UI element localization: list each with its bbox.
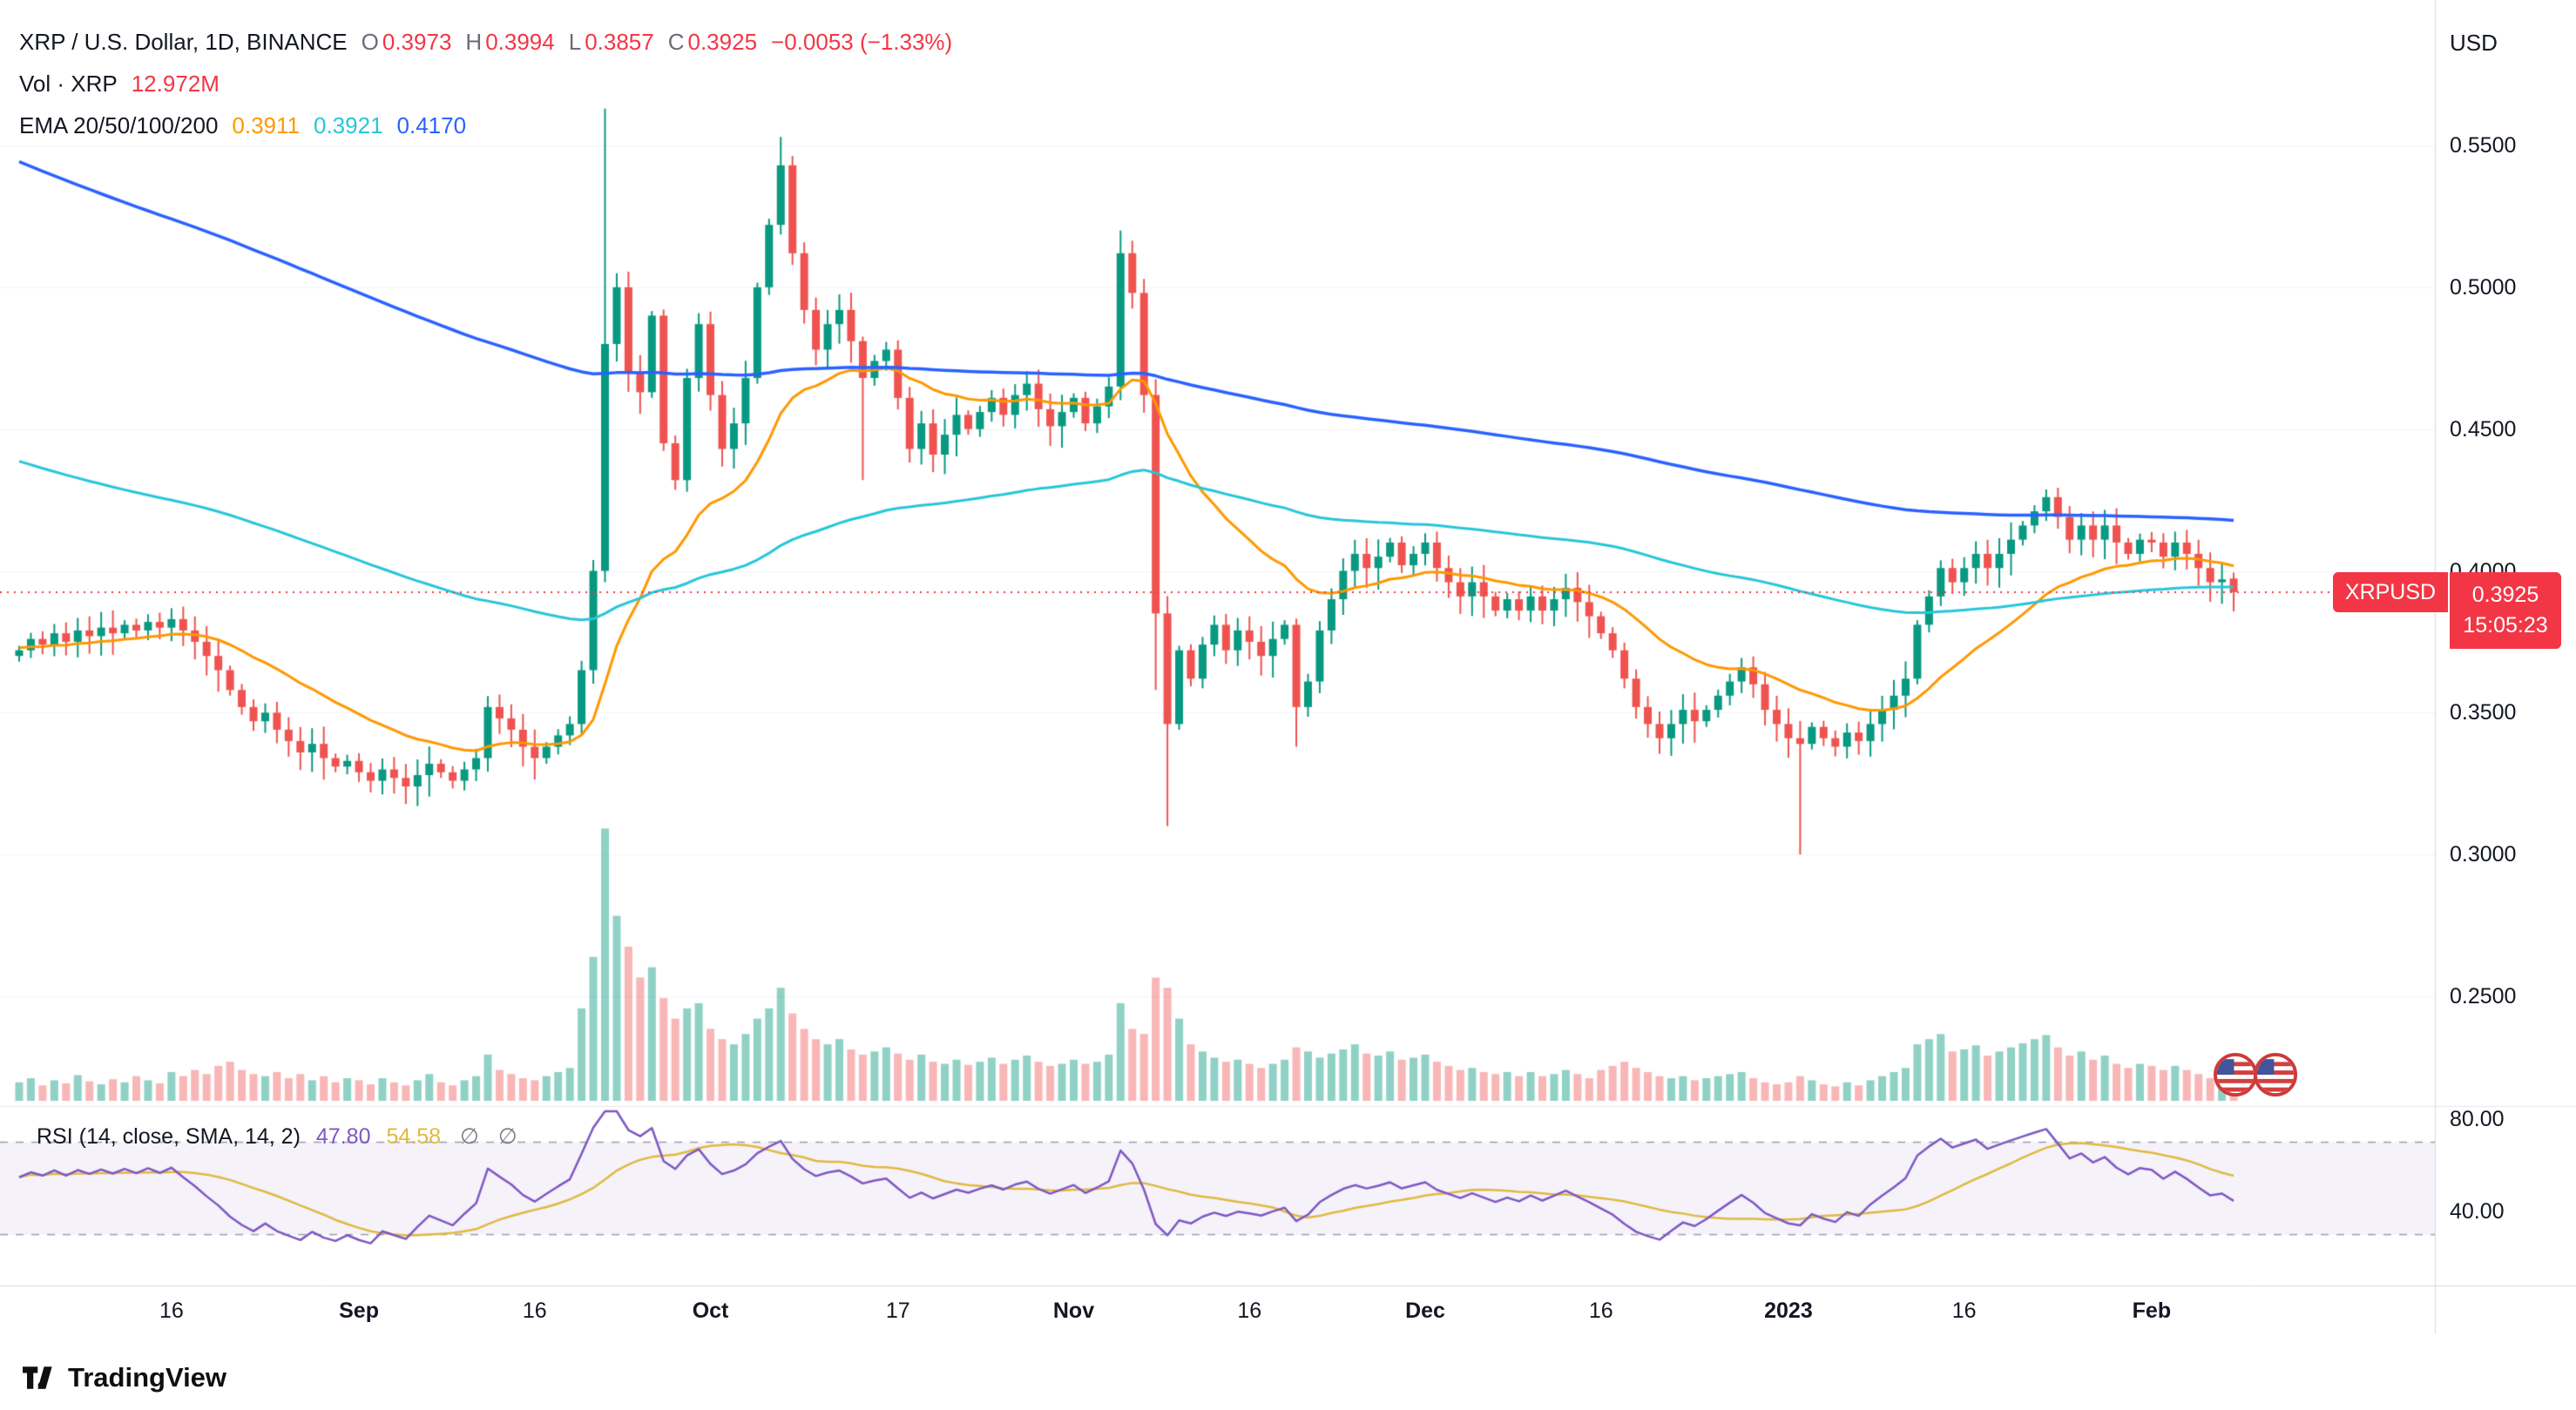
empty-set-icon: ∅ <box>497 1124 517 1149</box>
open-value: 0.3973 <box>382 28 452 55</box>
ema-label: EMA 20/50/100/200 <box>19 111 219 138</box>
time-axis-tick: 2023 <box>1764 1299 1813 1323</box>
rsi-title: RSI (14, close, SMA, 14, 2) <box>37 1123 301 1149</box>
high-value: 0.3994 <box>485 28 555 55</box>
ema-fast-value: 0.3911 <box>232 111 300 138</box>
time-axis-tick: Feb <box>2132 1299 2172 1323</box>
price-axis-tick: 0.5500 <box>2450 133 2517 158</box>
tradingview-logo[interactable]: TradingView <box>23 1362 226 1393</box>
time-axis[interactable]: 16 Sep 16 Oct 17 Nov 16 Dec 16 2023 16 Feb <box>0 1286 2435 1333</box>
tradingview-logo-text: TradingView <box>68 1362 227 1393</box>
time-axis-tick: 16 <box>1588 1299 1613 1323</box>
volume-value: 12.972M <box>131 70 220 97</box>
time-axis-tick: Sep <box>339 1299 379 1323</box>
time-axis-tick: 17 <box>885 1299 910 1323</box>
bar-countdown: 15:05:23 <box>2463 613 2548 638</box>
time-axis-tick: 16 <box>522 1299 547 1323</box>
us-flag-icon[interactable] <box>2253 1052 2298 1097</box>
time-axis-tick: Dec <box>1405 1299 1445 1323</box>
event-flags <box>2213 1052 2298 1097</box>
close-value: 0.3925 <box>687 28 758 55</box>
price-axis-tick: 0.3000 <box>2450 842 2517 867</box>
price-axis-currency-label: USD <box>2450 30 2498 56</box>
empty-set-icon: ∅ <box>460 1124 479 1149</box>
rsi-ma-value: 54.58 <box>386 1123 442 1149</box>
price-axis-tick: 0.2500 <box>2450 984 2517 1009</box>
close-label: C <box>667 28 685 55</box>
ema-mid-value: 0.3921 <box>314 111 383 138</box>
time-axis-tick: 16 <box>1237 1299 1262 1323</box>
chart-legend: XRP / U.S. Dollar, 1D, BINANCE O 0.3973 … <box>19 21 952 146</box>
high-label: H <box>465 28 483 55</box>
rsi-axis-tick: 80.00 <box>2450 1107 2505 1131</box>
rsi-axis-tick: 40.00 <box>2450 1199 2505 1224</box>
rsi-value: 47.80 <box>315 1123 371 1149</box>
open-label: O <box>361 28 379 55</box>
tradingview-logo-icon <box>23 1366 52 1389</box>
price-axis-tick: 0.4500 <box>2450 416 2517 442</box>
time-axis-tick: Nov <box>1052 1299 1095 1323</box>
last-price-badge: 0.3925 15:05:23 <box>2450 572 2561 649</box>
time-axis-tick: 16 <box>1951 1299 1977 1323</box>
time-axis-tick: 16 <box>159 1299 184 1323</box>
ema-legend-row[interactable]: EMA 20/50/100/200 0.3911 0.3921 0.4170 <box>19 105 952 146</box>
price-axis-tick: 0.3500 <box>2450 700 2517 725</box>
symbol-title: XRP / U.S. Dollar, 1D, BINANCE <box>19 28 348 55</box>
volume-legend-row[interactable]: Vol · XRP 12.972M <box>19 63 952 105</box>
last-price-symbol-badge: XRPUSD <box>2333 572 2448 612</box>
low-label: L <box>568 28 582 55</box>
change-value: −0.0053 (−1.33%) <box>771 28 953 55</box>
price-axis[interactable]: USD 0.5500 0.5000 0.4500 0.4000 0.3500 0.3000… <box>2436 0 2576 1410</box>
rsi-legend-row[interactable]: RSI (14, close, SMA, 14, 2) 47.80 54.58 … <box>37 1122 517 1151</box>
price-axis-tick: 0.5000 <box>2450 274 2517 300</box>
low-value: 0.3857 <box>585 28 654 55</box>
ema-slow-value: 0.4170 <box>396 111 467 138</box>
time-axis-tick: Oct <box>692 1299 729 1323</box>
us-flag-icon[interactable] <box>2213 1052 2258 1097</box>
volume-label: Vol · XRP <box>19 70 118 97</box>
symbol-legend-row[interactable]: XRP / U.S. Dollar, 1D, BINANCE O 0.3973 … <box>19 21 952 63</box>
last-price-value: 0.3925 <box>2471 583 2539 607</box>
